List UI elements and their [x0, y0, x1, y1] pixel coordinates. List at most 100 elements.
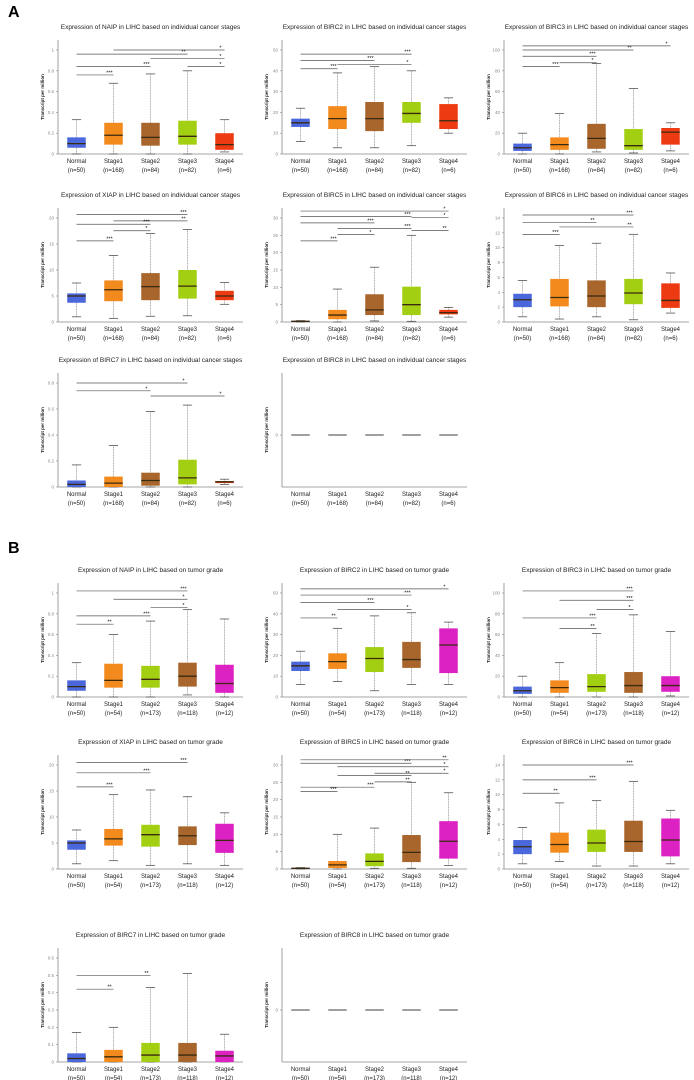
x-category-label: Stage4	[215, 327, 235, 333]
x-category-label: Stage2	[587, 874, 607, 880]
box-stage3	[178, 459, 197, 485]
significance-label: *	[406, 60, 409, 66]
significance-label: ***	[404, 591, 411, 597]
x-sample-size-label: (n=84)	[588, 168, 606, 174]
y-tick-label: 60	[495, 632, 501, 637]
box-normal	[67, 293, 86, 303]
y-tick-label: 0.4	[48, 433, 55, 438]
x-sample-size-label: (n=82)	[625, 168, 643, 174]
y-tick-label: 0	[497, 320, 500, 325]
x-category-label: Stage4	[661, 702, 681, 708]
significance-label: ***	[626, 211, 633, 217]
box-stage4	[661, 128, 680, 145]
box-stage1	[328, 106, 347, 130]
y-tick-label: 0	[51, 1060, 54, 1065]
x-category-label: Stage1	[104, 1067, 124, 1073]
x-category-label: Stage2	[365, 702, 385, 708]
y-tick-label: 100	[492, 591, 500, 596]
significance-label: ***	[180, 586, 187, 592]
significance-label: ***	[143, 62, 150, 68]
x-sample-size-label: (n=50)	[68, 336, 86, 342]
box-stage4	[661, 676, 680, 692]
x-category-label: Normal	[67, 492, 86, 498]
significance-label: **	[442, 755, 447, 761]
y-tick-label: 15	[273, 268, 279, 273]
box-stage1	[550, 832, 569, 853]
chart-title: Expression of BIRC6 in LIHC based on tum…	[522, 739, 672, 746]
y-tick-label: 14	[495, 763, 501, 768]
significance-label: *	[443, 207, 446, 213]
x-category-label: Stage3	[624, 874, 644, 880]
significance-label: *	[628, 605, 631, 611]
x-category-label: Stage2	[141, 874, 161, 880]
chart-title: Expression of BIRC3 in LIHC based on tum…	[522, 567, 672, 574]
x-category-label: Stage4	[439, 874, 459, 880]
y-tick-label: 25	[273, 780, 279, 785]
significance-label: **	[590, 218, 595, 224]
x-sample-size-label: (n=82)	[403, 168, 421, 174]
y-tick-label: 10	[495, 245, 501, 250]
y-tick-label: 20	[495, 131, 501, 136]
box-stage2	[365, 853, 384, 867]
x-sample-size-label: (n=173)	[586, 711, 607, 717]
x-sample-size-label: (n=168)	[327, 336, 348, 342]
chart-title: Expression of NAIP in LIHC based on tumo…	[78, 567, 224, 574]
significance-label: *	[182, 379, 185, 385]
significance-label: *	[443, 213, 446, 219]
y-tick-label: 0	[51, 320, 54, 325]
box-stage1	[104, 828, 123, 846]
box-stage2	[141, 472, 160, 486]
y-tick-label: 15	[273, 815, 279, 820]
significance-label: ***	[404, 212, 411, 218]
x-sample-size-label: (n=12)	[216, 1076, 234, 1080]
box-stage1	[550, 278, 569, 307]
x-category-label: Stage4	[661, 327, 681, 333]
x-sample-size-label: (n=173)	[364, 883, 385, 889]
x-sample-size-label: (n=118)	[623, 711, 643, 717]
y-tick-label: 30	[273, 632, 279, 637]
x-sample-size-label: (n=168)	[327, 168, 348, 174]
x-sample-size-label: (n=118)	[401, 883, 421, 889]
x-category-label: Stage3	[178, 874, 198, 880]
y-tick-label: 10	[495, 792, 501, 797]
y-tick-label: 4	[497, 837, 500, 842]
y-tick-label: 0.4	[48, 110, 55, 115]
y-tick-label: 10	[49, 815, 55, 820]
y-tick-label: 0.4	[48, 990, 55, 995]
x-sample-size-label: (n=118)	[401, 711, 421, 717]
x-sample-size-label: (n=84)	[366, 336, 384, 342]
y-tick-label: 20	[273, 250, 279, 255]
y-tick-label: 40	[273, 611, 279, 616]
significance-label: *	[145, 226, 148, 232]
box-stage3	[178, 120, 197, 145]
x-category-label: Stage2	[365, 1067, 385, 1073]
x-category-label: Normal	[291, 1067, 310, 1073]
significance-label: *	[369, 230, 372, 236]
chart-title: Expression of NAIP in LIHC based on indi…	[61, 24, 241, 31]
x-category-label: Stage2	[365, 874, 385, 880]
x-category-label: Stage1	[328, 327, 348, 333]
y-tick-label: 12	[495, 777, 501, 782]
x-sample-size-label: (n=50)	[292, 883, 310, 889]
y-tick-label: 0.8	[48, 381, 55, 386]
y-tick-label: 80	[495, 611, 501, 616]
y-tick-label: 0.5	[48, 973, 55, 978]
x-category-label: Stage4	[439, 492, 459, 498]
chart-title: Expression of BIRC3 in LIHC based on ind…	[505, 24, 689, 31]
y-tick-label: 30	[273, 89, 279, 94]
box-normal	[67, 840, 86, 850]
significance-label: ***	[143, 768, 150, 774]
chart-title: Expression of BIRC5 in LIHC based on ind…	[283, 192, 467, 199]
x-sample-size-label: (n=173)	[140, 1076, 161, 1080]
x-sample-size-label: (n=6)	[663, 336, 677, 342]
y-tick-label: 0.6	[48, 89, 55, 94]
y-tick-label: 2	[497, 852, 500, 857]
box-stage4	[215, 823, 234, 853]
box-stage4	[439, 821, 458, 859]
significance-label: ***	[404, 50, 411, 56]
x-sample-size-label: (n=168)	[103, 168, 124, 174]
y-tick-label: 0	[275, 1008, 278, 1013]
box-stage1	[550, 137, 569, 150]
box-stage3	[402, 835, 421, 863]
x-category-label: Stage3	[178, 1067, 198, 1073]
